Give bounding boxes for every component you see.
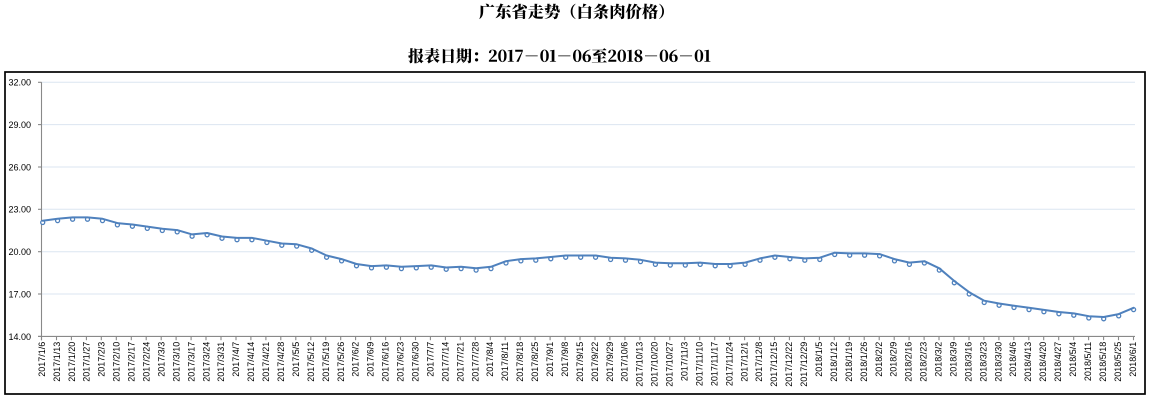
svg-text:2018/3/2: 2018/3/2 bbox=[934, 342, 944, 377]
svg-text:2017/10/13: 2017/10/13 bbox=[635, 342, 645, 387]
svg-text:2017/11/3: 2017/11/3 bbox=[680, 342, 690, 381]
svg-text:2018/2/9: 2018/2/9 bbox=[889, 342, 899, 377]
svg-text:2017/12/8: 2017/12/8 bbox=[754, 342, 764, 382]
svg-text:2017/2/17: 2017/2/17 bbox=[127, 342, 137, 382]
svg-text:2018/1/12: 2018/1/12 bbox=[829, 342, 839, 382]
svg-text:2017/4/28: 2017/4/28 bbox=[276, 342, 286, 382]
svg-text:2018/1/5: 2018/1/5 bbox=[814, 342, 824, 377]
svg-text:2017/1/6: 2017/1/6 bbox=[37, 342, 47, 377]
svg-text:2017/7/28: 2017/7/28 bbox=[470, 342, 480, 382]
svg-text:2018/5/4: 2018/5/4 bbox=[1068, 342, 1078, 377]
svg-text:2017/9/1: 2017/9/1 bbox=[545, 342, 555, 377]
svg-text:2017/11/17: 2017/11/17 bbox=[709, 342, 719, 386]
svg-text:2017/3/31: 2017/3/31 bbox=[216, 342, 226, 382]
svg-text:2017/11/24: 2017/11/24 bbox=[724, 342, 734, 386]
svg-text:2017/9/15: 2017/9/15 bbox=[575, 342, 585, 382]
svg-text:2017/8/4: 2017/8/4 bbox=[485, 342, 495, 377]
svg-text:2017/9/29: 2017/9/29 bbox=[605, 342, 615, 382]
svg-text:20.00: 20.00 bbox=[8, 247, 31, 257]
svg-text:2017/10/27: 2017/10/27 bbox=[665, 342, 675, 387]
svg-text:2017/12/22: 2017/12/22 bbox=[784, 342, 794, 387]
svg-text:2018/4/13: 2018/4/13 bbox=[1023, 342, 1033, 382]
svg-text:2017/4/21: 2017/4/21 bbox=[261, 342, 271, 382]
svg-text:2017/6/23: 2017/6/23 bbox=[396, 342, 406, 382]
svg-text:2017/4/7: 2017/4/7 bbox=[231, 342, 241, 377]
svg-text:2018/2/2: 2018/2/2 bbox=[874, 342, 884, 377]
svg-text:2017/12/29: 2017/12/29 bbox=[799, 342, 809, 387]
svg-text:2017/6/30: 2017/6/30 bbox=[411, 342, 421, 382]
svg-text:2017/11/10: 2017/11/10 bbox=[694, 342, 704, 386]
svg-text:2017/8/25: 2017/8/25 bbox=[530, 342, 540, 382]
svg-text:2018/3/30: 2018/3/30 bbox=[993, 342, 1003, 382]
svg-text:2018/2/16: 2018/2/16 bbox=[904, 342, 914, 382]
svg-text:2018/3/16: 2018/3/16 bbox=[963, 342, 973, 382]
svg-text:2018/1/26: 2018/1/26 bbox=[859, 342, 869, 382]
svg-text:2017/8/11: 2017/8/11 bbox=[500, 342, 510, 381]
svg-text:2018/5/25: 2018/5/25 bbox=[1113, 342, 1123, 382]
svg-text:2017/12/15: 2017/12/15 bbox=[769, 342, 779, 387]
svg-text:2017/10/20: 2017/10/20 bbox=[650, 342, 660, 387]
svg-text:2017/2/10: 2017/2/10 bbox=[112, 342, 122, 382]
svg-text:2017/5/5: 2017/5/5 bbox=[291, 342, 301, 377]
svg-text:2017/2/24: 2017/2/24 bbox=[142, 342, 152, 382]
svg-text:2017/1/27: 2017/1/27 bbox=[82, 342, 92, 382]
svg-text:2017/6/16: 2017/6/16 bbox=[381, 342, 391, 382]
svg-text:2017/1/13: 2017/1/13 bbox=[52, 342, 62, 382]
svg-text:2017/9/22: 2017/9/22 bbox=[590, 342, 600, 382]
svg-text:2017/7/21: 2017/7/21 bbox=[455, 342, 465, 382]
svg-text:2017/12/1: 2017/12/1 bbox=[739, 342, 749, 382]
svg-text:2018/5/18: 2018/5/18 bbox=[1098, 342, 1108, 382]
svg-text:2017/6/9: 2017/6/9 bbox=[366, 342, 376, 377]
svg-text:26.00: 26.00 bbox=[8, 162, 31, 172]
svg-text:2017/3/24: 2017/3/24 bbox=[201, 342, 211, 382]
svg-text:2018/4/20: 2018/4/20 bbox=[1038, 342, 1048, 382]
svg-text:2017/7/14: 2017/7/14 bbox=[440, 342, 450, 382]
svg-text:2017/2/3: 2017/2/3 bbox=[97, 342, 107, 377]
svg-text:2018/3/23: 2018/3/23 bbox=[978, 342, 988, 382]
svg-text:2018/6/1: 2018/6/1 bbox=[1128, 342, 1138, 377]
svg-text:23.00: 23.00 bbox=[8, 205, 31, 215]
svg-text:2017/9/8: 2017/9/8 bbox=[560, 342, 570, 377]
svg-text:17.00: 17.00 bbox=[8, 289, 31, 299]
svg-text:2017/7/7: 2017/7/7 bbox=[425, 342, 435, 377]
svg-text:2017/5/26: 2017/5/26 bbox=[336, 342, 346, 382]
svg-text:2018/2/23: 2018/2/23 bbox=[919, 342, 929, 382]
svg-text:2017/3/17: 2017/3/17 bbox=[186, 342, 196, 382]
svg-text:2017/4/14: 2017/4/14 bbox=[246, 342, 256, 382]
svg-text:2018/3/9: 2018/3/9 bbox=[949, 342, 959, 377]
svg-text:2017/1/20: 2017/1/20 bbox=[67, 342, 77, 382]
svg-text:2018/1/19: 2018/1/19 bbox=[844, 342, 854, 382]
svg-text:2018/4/27: 2018/4/27 bbox=[1053, 342, 1063, 382]
svg-text:2017/5/12: 2017/5/12 bbox=[306, 342, 316, 382]
svg-text:2017/10/6: 2017/10/6 bbox=[620, 342, 630, 382]
svg-text:2017/3/3: 2017/3/3 bbox=[157, 342, 167, 377]
svg-text:2017/8/18: 2017/8/18 bbox=[515, 342, 525, 382]
svg-text:32.00: 32.00 bbox=[8, 78, 31, 88]
svg-text:2018/5/11: 2018/5/11 bbox=[1083, 342, 1093, 381]
svg-text:2018/4/6: 2018/4/6 bbox=[1008, 342, 1018, 377]
svg-text:2017/3/10: 2017/3/10 bbox=[171, 342, 181, 382]
svg-text:2017/5/19: 2017/5/19 bbox=[321, 342, 331, 382]
svg-text:2017/6/2: 2017/6/2 bbox=[351, 342, 361, 377]
svg-text:29.00: 29.00 bbox=[8, 120, 31, 130]
svg-text:14.00: 14.00 bbox=[8, 332, 31, 342]
